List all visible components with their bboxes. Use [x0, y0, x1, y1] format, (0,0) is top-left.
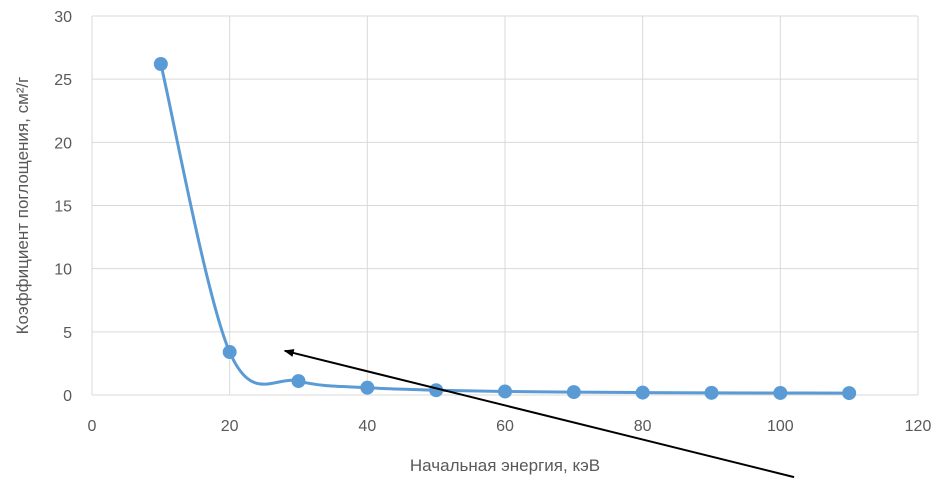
- data-point: [773, 385, 788, 400]
- y-tick-label: 20: [54, 135, 72, 152]
- x-tick-label: 120: [905, 418, 932, 435]
- annotation-arrow: [283, 349, 795, 479]
- y-tick-label: 0: [63, 388, 72, 405]
- gridlines: [91, 15, 919, 396]
- data-point: [291, 374, 306, 389]
- data-point: [153, 57, 168, 72]
- data-point: [222, 345, 237, 360]
- y-tick-label: 5: [63, 325, 72, 342]
- y-tick-label: 25: [54, 72, 72, 89]
- y-axis-title: Коэффициент поглощения, см²/г: [13, 77, 32, 335]
- x-tick-label: 60: [496, 418, 514, 435]
- tick-labels: 0 20 40 60 80 100 120 0 5 10 15 20 25 30: [54, 9, 931, 435]
- x-tick-label: 100: [767, 418, 794, 435]
- data-point: [566, 385, 581, 400]
- series-layer: [153, 57, 857, 401]
- x-axis-title: Начальная энергия, кэВ: [410, 456, 600, 475]
- data-point: [635, 385, 650, 400]
- x-tick-label: 80: [634, 418, 652, 435]
- annotation-layer: [283, 349, 795, 479]
- y-tick-label: 10: [54, 262, 72, 279]
- data-point: [704, 385, 719, 400]
- x-tick-label: 0: [88, 418, 97, 435]
- x-tick-label: 40: [358, 418, 376, 435]
- x-tick-label: 20: [221, 418, 239, 435]
- data-point: [842, 386, 857, 401]
- y-tick-label: 15: [54, 199, 72, 216]
- data-point: [360, 380, 375, 395]
- data-point: [498, 384, 512, 399]
- y-tick-label: 30: [54, 9, 72, 26]
